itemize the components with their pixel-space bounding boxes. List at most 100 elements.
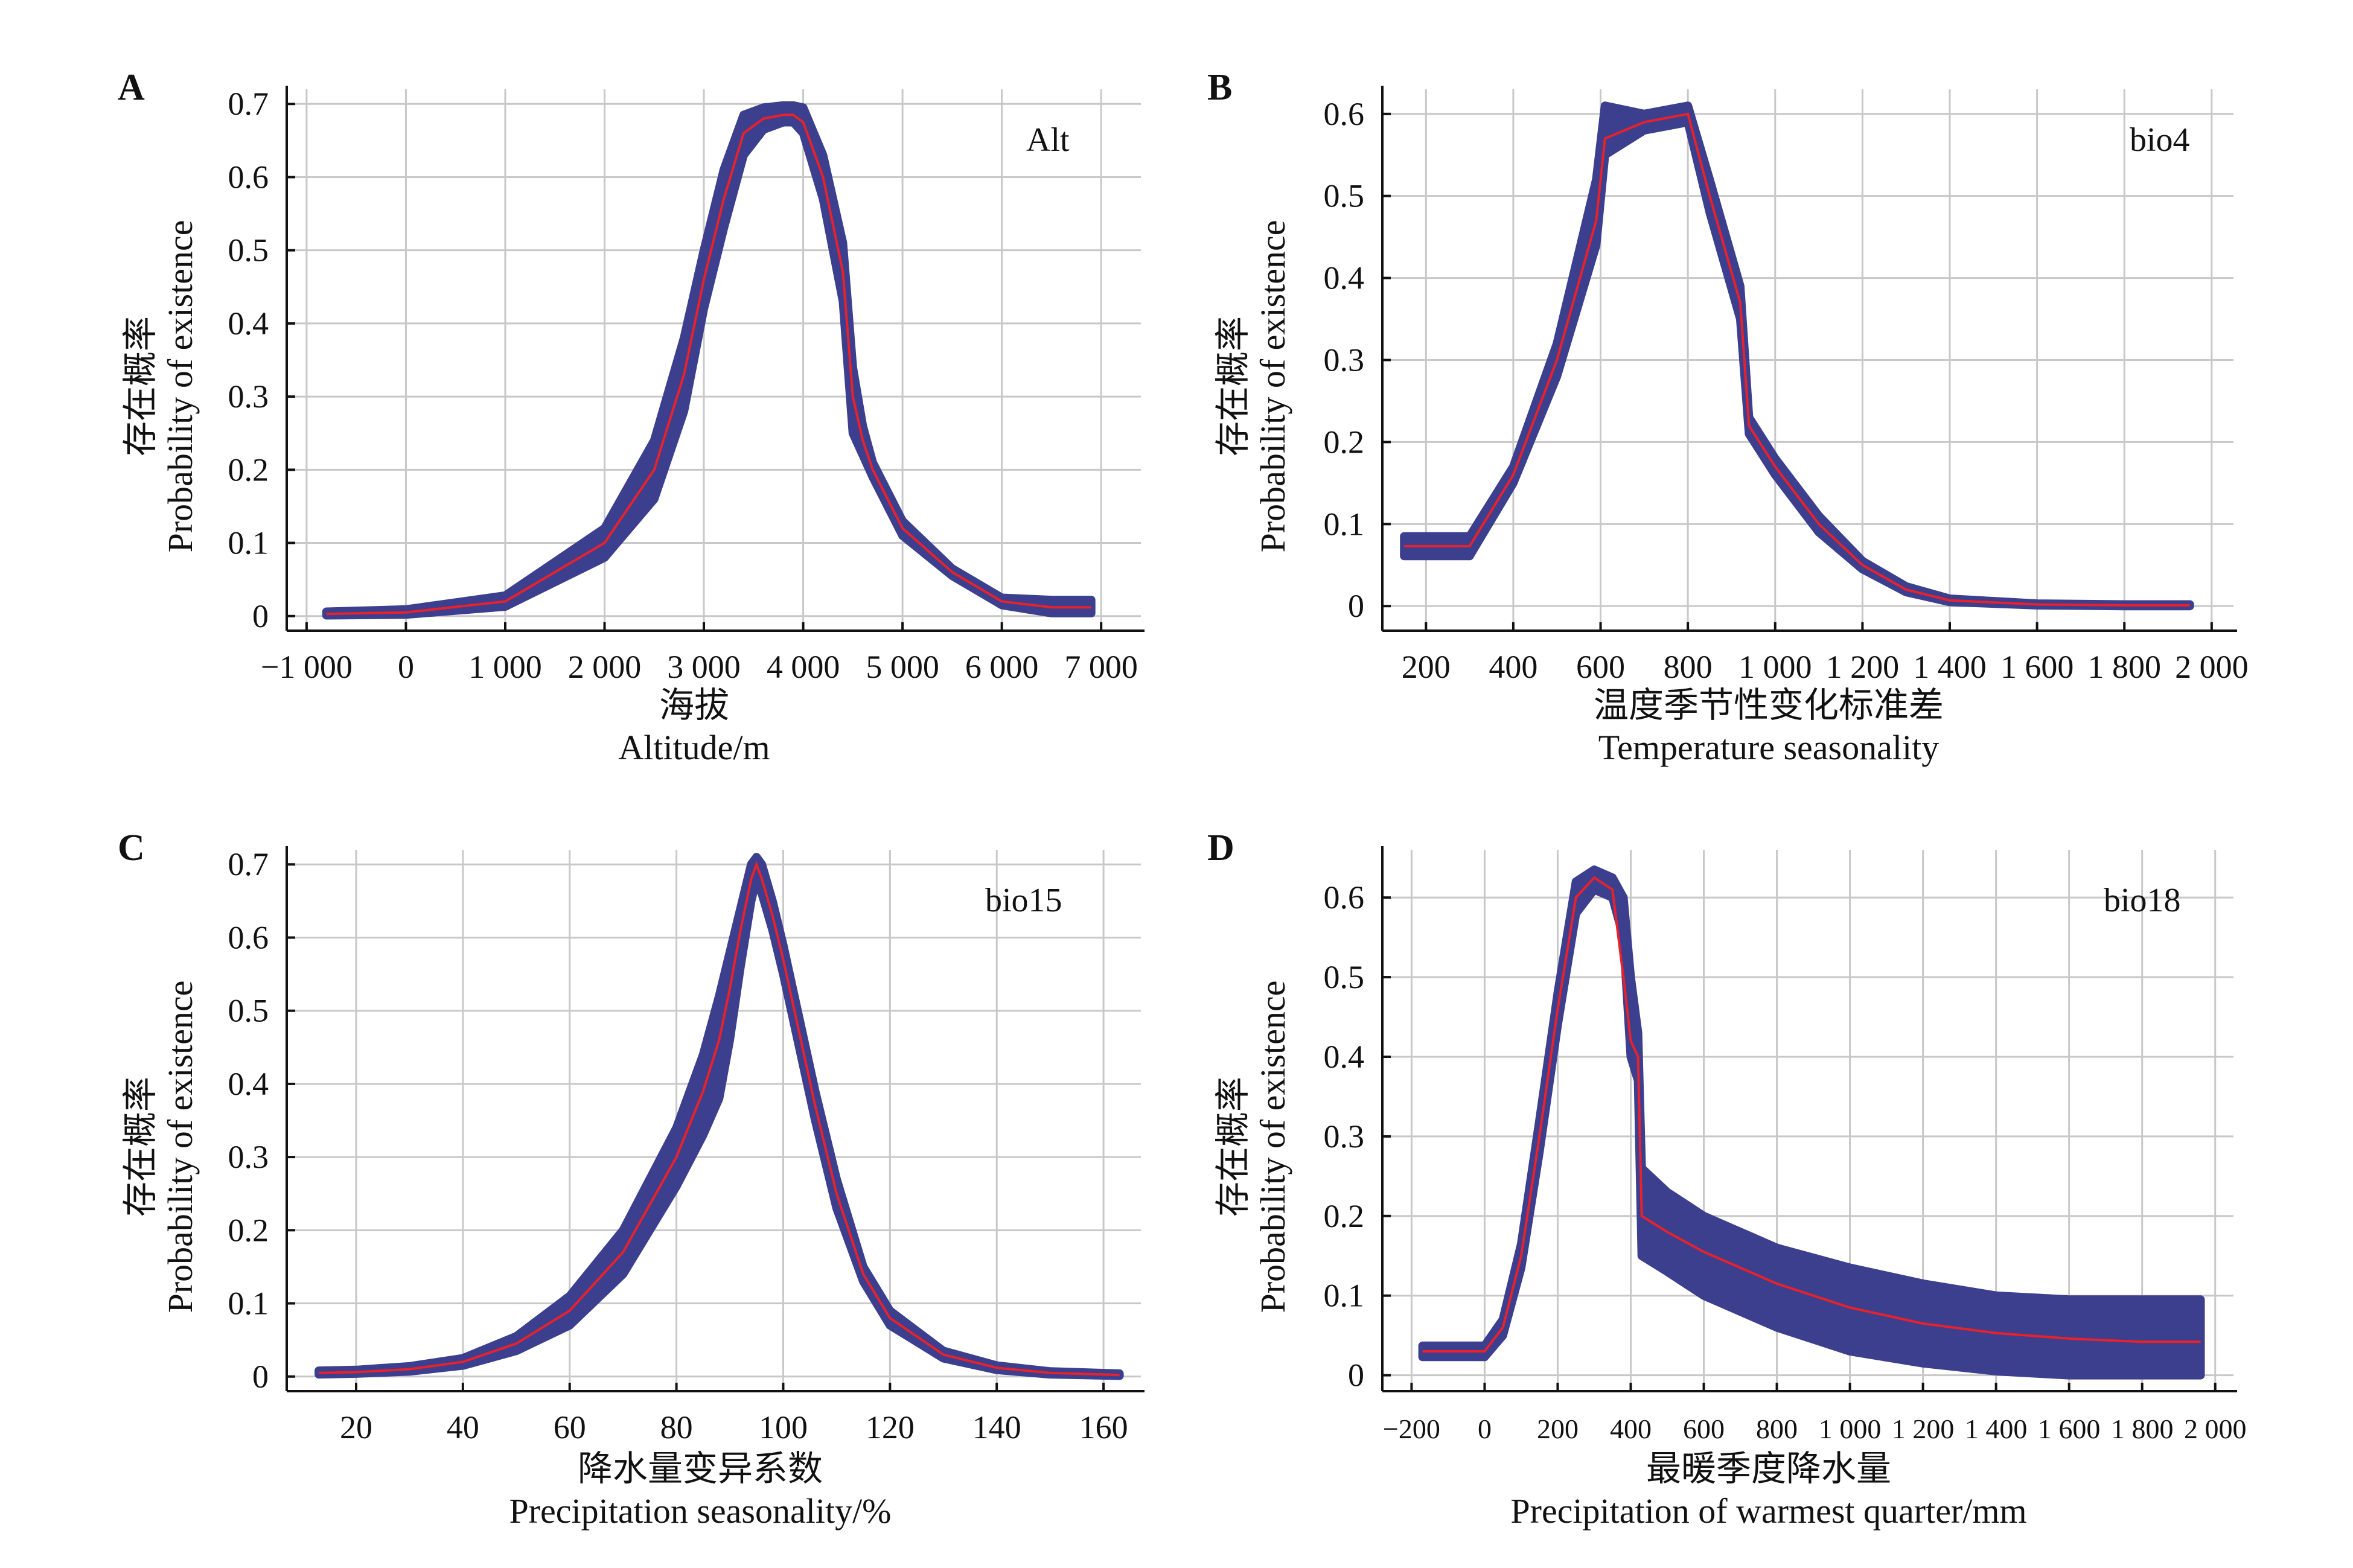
- y-axis-title-cn: 存在概率: [1213, 1077, 1253, 1217]
- x-tick-label: 20: [340, 1409, 372, 1445]
- y-tick-label: 0.3: [228, 378, 269, 415]
- confidence-band: [1418, 865, 2205, 1380]
- x-tick-label: 1 400: [1965, 1413, 2028, 1444]
- x-tick-label: 100: [759, 1409, 808, 1445]
- x-axis-title-cn: 最暖季度降水量: [1646, 1449, 1891, 1488]
- confidence-band: [322, 101, 1096, 620]
- y-axis-title-en: Probability of existence: [1253, 220, 1292, 553]
- confidence-band: [314, 853, 1124, 1380]
- x-tick-label: 200: [1537, 1413, 1579, 1444]
- x-axis-title-cn: 海拔: [659, 686, 729, 725]
- y-tick-label: 0: [1348, 588, 1364, 624]
- x-tick-label: 1 600: [2000, 649, 2074, 685]
- x-tick-label: 7 000: [1064, 649, 1138, 685]
- x-tick-label: 1 200: [1892, 1413, 1955, 1444]
- panel-letter: A: [118, 67, 145, 108]
- panel-variable-label: bio18: [2104, 882, 2181, 919]
- plot-area: [286, 86, 1145, 632]
- y-tick-label: 0.4: [1324, 1039, 1365, 1075]
- panel-variable-label: bio15: [985, 882, 1062, 919]
- y-tick-label: 0.2: [1324, 424, 1365, 460]
- y-tick-label: 0.4: [228, 1066, 269, 1102]
- x-tick-label: 600: [1683, 1413, 1725, 1444]
- x-tick-label: 600: [1576, 649, 1625, 685]
- y-tick-label: 0.6: [1324, 96, 1365, 132]
- y-tick-label: 0.1: [1324, 506, 1365, 542]
- x-tick-label: 1 800: [2087, 649, 2161, 685]
- panel-variable-label: bio4: [2130, 121, 2190, 159]
- x-tick-label: 1 600: [2038, 1413, 2101, 1444]
- y-tick-label: 0.2: [228, 1212, 269, 1248]
- y-tick-label: 0.2: [228, 451, 269, 488]
- y-tick-label: 0.4: [228, 305, 269, 342]
- y-tick-label: 0.6: [1324, 879, 1365, 916]
- y-tick-label: 0: [252, 1359, 269, 1395]
- x-tick-label: 120: [866, 1409, 915, 1445]
- x-tick-label: 0: [1478, 1413, 1492, 1444]
- x-tick-label: 140: [972, 1409, 1021, 1445]
- x-tick-label: 1 000: [1738, 649, 1812, 685]
- x-tick-label: 1 000: [468, 649, 542, 685]
- panel-b: B bio4 存在概率 Probability of existence 温度季…: [1207, 67, 2249, 767]
- y-tick-label: 0.2: [1324, 1198, 1365, 1234]
- y-axis-title-cn: 存在概率: [121, 316, 160, 456]
- y-tick-label: 0.3: [1324, 1118, 1365, 1155]
- x-axis-title-en: Precipitation seasonality/%: [509, 1491, 891, 1531]
- mean-response-line: [1404, 112, 2190, 607]
- panel-letter: D: [1207, 827, 1234, 868]
- y-axis-title-cn: 存在概率: [1213, 316, 1253, 456]
- y-tick-label: 0.3: [1324, 342, 1365, 378]
- x-axis-title-cn: 降水量变异系数: [578, 1449, 823, 1488]
- x-axis-title-en: Precipitation of warmest quarter/mm: [1510, 1491, 2026, 1531]
- y-axis-title-cn: 存在概率: [121, 1077, 160, 1217]
- x-tick-label: 400: [1489, 649, 1537, 685]
- y-axis-title-en: Probability of existence: [161, 981, 200, 1313]
- x-tick-label: 40: [447, 1409, 479, 1445]
- x-tick-label: 1 200: [1826, 649, 1900, 685]
- y-tick-label: 0.5: [228, 232, 269, 269]
- y-tick-label: 0.4: [1324, 260, 1365, 296]
- x-tick-label: 800: [1756, 1413, 1798, 1444]
- y-tick-label: 0: [1348, 1357, 1364, 1394]
- x-tick-label: 400: [1610, 1413, 1652, 1444]
- panel-letter: C: [118, 827, 145, 868]
- panel-a: A Alt 存在概率 Probability of existence 海拔 A…: [118, 67, 1145, 767]
- y-tick-label: 0.1: [228, 525, 269, 561]
- y-tick-label: 0.6: [228, 159, 269, 195]
- panel-d: D bio18 存在概率 Probability of existence 最暖…: [1207, 827, 2246, 1531]
- y-tick-label: 0.7: [228, 86, 269, 122]
- mean-response-line: [319, 861, 1120, 1377]
- y-axis-title-en: Probability of existence: [161, 220, 200, 553]
- confidence-band: [1400, 101, 2194, 611]
- y-tick-label: 0.1: [1324, 1278, 1365, 1314]
- y-tick-label: 0.3: [228, 1139, 269, 1175]
- x-tick-label: 1 400: [1913, 649, 1987, 685]
- x-tick-label: 80: [660, 1409, 693, 1445]
- x-tick-label: −200: [1383, 1413, 1440, 1444]
- x-tick-label: 2 000: [2175, 649, 2249, 685]
- y-tick-label: 0: [252, 598, 269, 634]
- x-tick-label: 2 000: [568, 649, 642, 685]
- x-tick-label: 200: [1402, 649, 1451, 685]
- x-axis-title-cn: 温度季节性变化标准差: [1594, 686, 1944, 725]
- x-tick-label: 4 000: [767, 649, 840, 685]
- x-tick-label: 2 000: [2184, 1413, 2247, 1444]
- x-tick-label: 3 000: [667, 649, 741, 685]
- y-tick-label: 0.5: [228, 993, 269, 1029]
- plot-area: [1381, 846, 2237, 1392]
- y-tick-label: 0.5: [1324, 178, 1365, 214]
- y-tick-label: 0.5: [1324, 959, 1365, 995]
- y-axis-title-en: Probability of existence: [1253, 981, 1292, 1313]
- x-tick-label: 6 000: [965, 649, 1039, 685]
- plot-area: [1381, 86, 2237, 632]
- panel-variable-label: Alt: [1026, 121, 1070, 159]
- plot-area: [286, 846, 1145, 1392]
- y-tick-label: 0.6: [228, 919, 269, 955]
- x-tick-label: −1 000: [261, 649, 353, 685]
- x-axis-title-en: Altitude/m: [618, 728, 770, 767]
- x-tick-label: 1 000: [1819, 1413, 1882, 1444]
- x-tick-label: 800: [1664, 649, 1713, 685]
- x-axis-title-en: Temperature seasonality: [1598, 728, 1939, 767]
- panel-c: C bio15 存在概率 Probability of existence 降水…: [118, 827, 1145, 1531]
